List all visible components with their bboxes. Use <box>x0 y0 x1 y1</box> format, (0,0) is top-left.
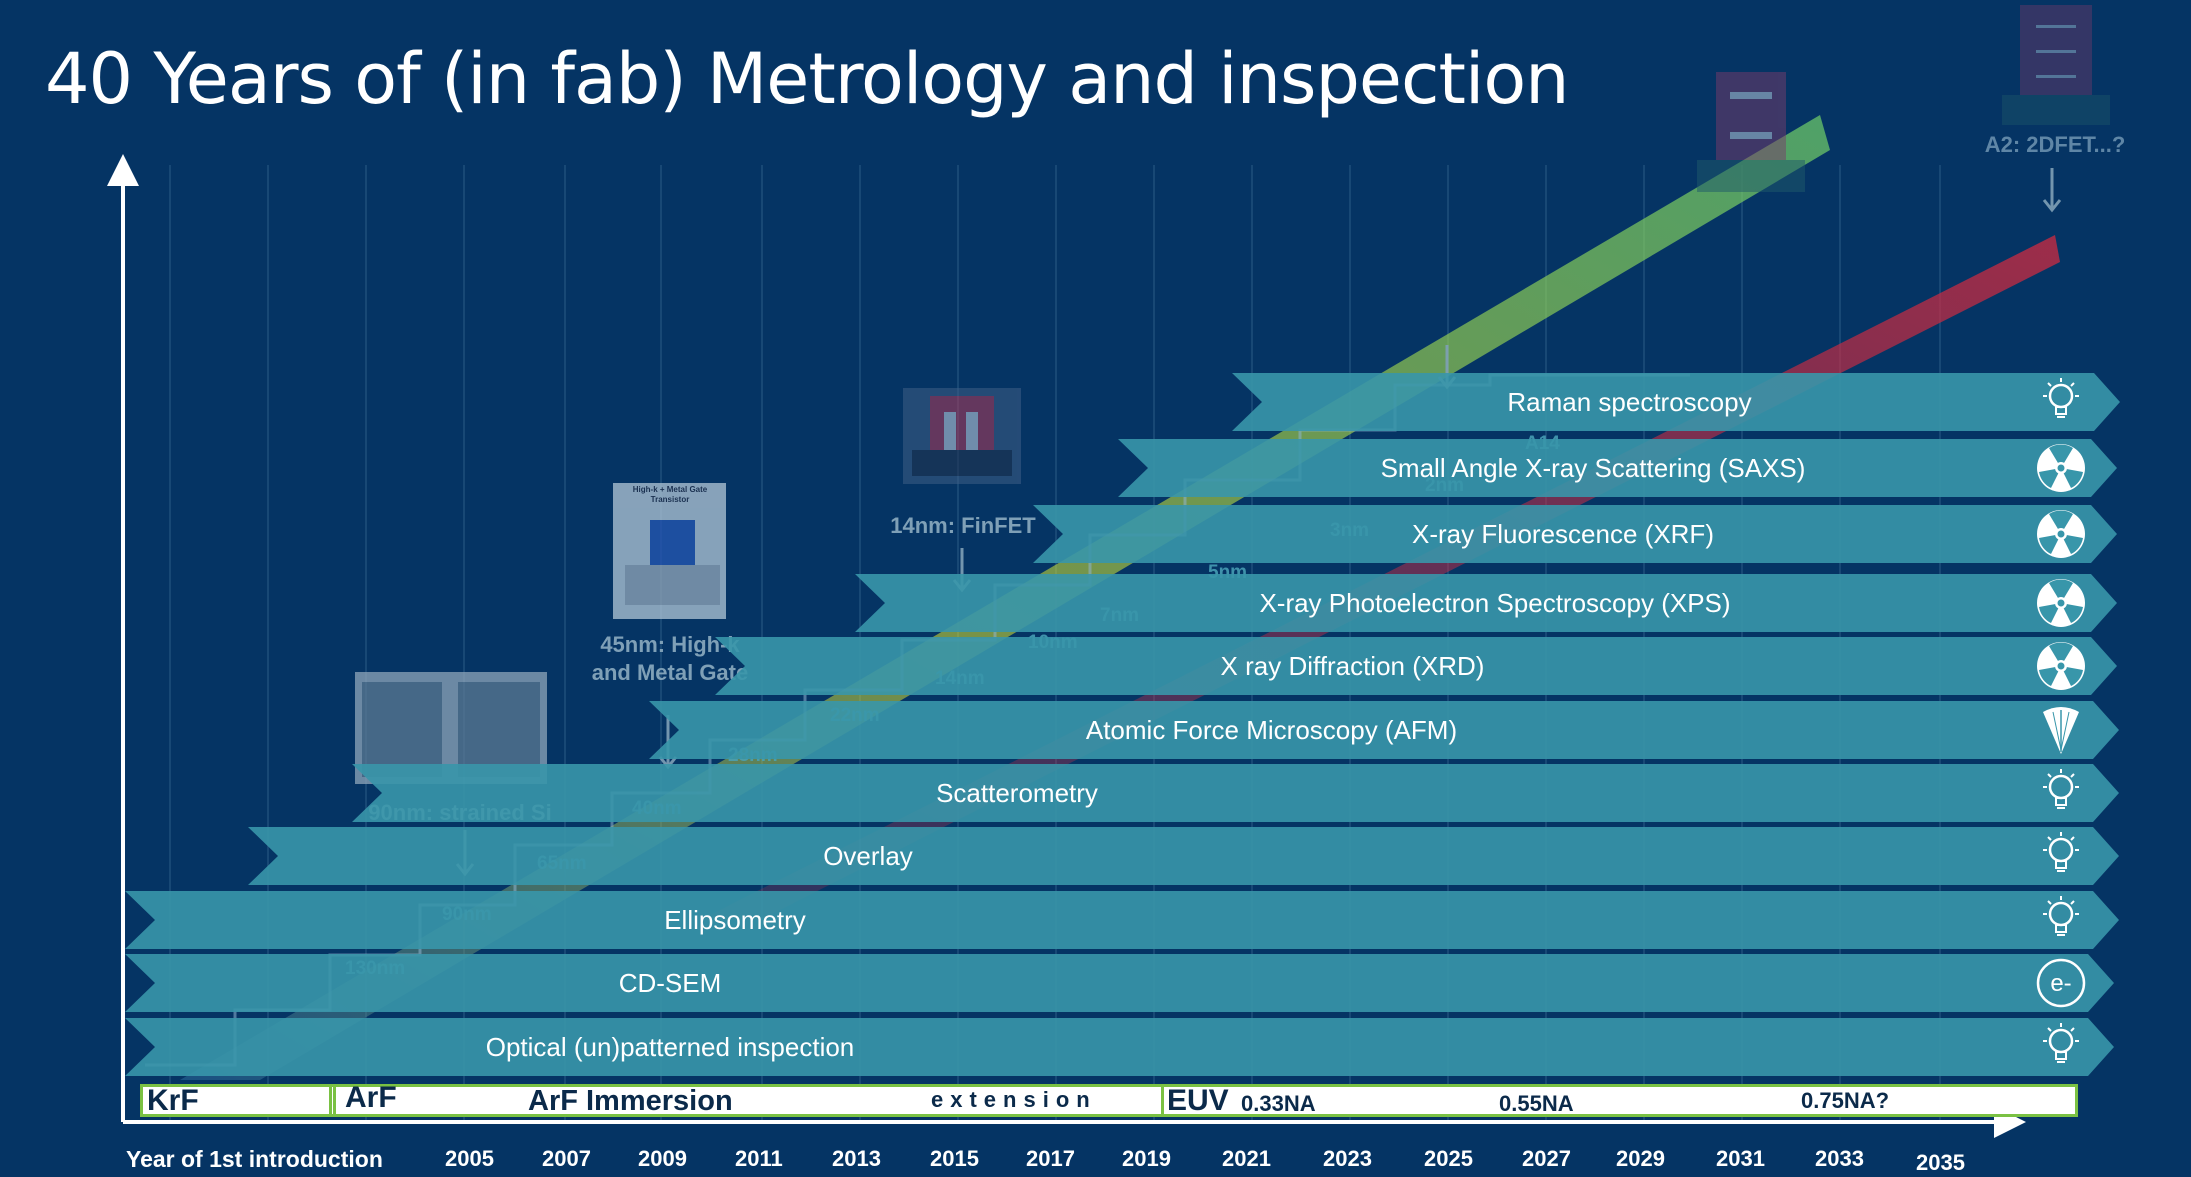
radiation-icon <box>2037 444 2085 492</box>
radiation-icon <box>2037 510 2085 558</box>
litho-separator <box>333 1087 336 1114</box>
technique-bar-cd-sem: CD-SEM e- <box>125 954 2114 1012</box>
lithography-band: KrF ArF ArF Immersion extension EUV 0.33… <box>140 1081 2078 1117</box>
year-tick: 2023 <box>1323 1146 1372 1171</box>
future-device-image-1 <box>1697 72 1805 192</box>
bar-label: CD-SEM <box>618 968 722 998</box>
year-tick: 2015 <box>930 1146 979 1171</box>
year-tick: 2031 <box>1716 1146 1765 1171</box>
bar-shape <box>715 637 2117 695</box>
technique-bar-xrd: X ray Diffraction (XRD) <box>715 637 2117 695</box>
afm-tip-icon <box>2043 707 2079 754</box>
year-tick: 2007 <box>542 1146 591 1171</box>
bar-label: Overlay <box>823 841 913 871</box>
bar-label: Raman spectroscopy <box>1507 387 1752 417</box>
tech-label-hkmg-line1: 45nm: High-k <box>600 632 740 657</box>
bar-shape <box>125 1018 2114 1076</box>
litho-euv: EUV <box>1167 1084 1229 1117</box>
year-tick: 2005 <box>445 1146 494 1171</box>
technique-bar-overlay: Overlay <box>248 827 2119 885</box>
bar-label: Small Angle X-ray Scattering (SAXS) <box>1380 453 1806 483</box>
technique-bar-scatterometry: Scatterometry <box>352 764 2119 822</box>
litho-arf-immersion: ArF Immersion <box>528 1085 733 1117</box>
technique-bar-saxs: Small Angle X-ray Scattering (SAXS) <box>1118 439 2117 497</box>
year-tick: 2025 <box>1424 1146 1473 1171</box>
bar-shape <box>125 954 2114 1012</box>
tech-label-hkmg-line2: and Metal Gate <box>591 660 749 685</box>
litho-separator <box>1161 1087 1164 1114</box>
page-title: 40 Years of (in fab) Metrology and inspe… <box>45 38 1570 120</box>
lightbulb-icon <box>2043 378 2079 418</box>
technique-bar-afm: Atomic Force Microscopy (AFM) <box>649 701 2119 759</box>
bar-shape <box>1118 439 2117 497</box>
technique-bar-xps: X-ray Photoelectron Spectroscopy (XPS) <box>855 574 2117 632</box>
year-tick: 2033 <box>1815 1146 1864 1171</box>
bar-shape <box>125 891 2119 949</box>
bar-shape <box>1232 373 2120 431</box>
technique-bar-ellipsometry: Ellipsometry <box>125 891 2119 949</box>
electron-icon-text: e- <box>2050 970 2071 997</box>
bar-shape <box>855 574 2117 632</box>
bar-shape <box>352 764 2119 822</box>
lightbulb-icon <box>2043 896 2079 936</box>
litho-separator <box>329 1087 332 1114</box>
year-tick: 2009 <box>638 1146 687 1171</box>
tech-label-finfet: 14nm: FinFET <box>890 513 1036 538</box>
hkmg-image-caption: High-k + Metal Gate Transistor <box>632 485 708 504</box>
bar-label: Atomic Force Microscopy (AFM) <box>1085 715 1458 745</box>
bar-shape <box>1033 505 2117 563</box>
radiation-icon <box>2037 642 2085 690</box>
lightbulb-icon <box>2043 769 2079 809</box>
lightbulb-icon <box>2043 832 2079 872</box>
future-device-image-2 <box>2002 5 2110 125</box>
bar-label: Ellipsometry <box>664 905 806 935</box>
finfet-image <box>903 388 1021 484</box>
year-tick: 2017 <box>1026 1146 1075 1171</box>
litho-na-033: 0.33NA <box>1241 1091 1316 1116</box>
bar-label: Optical (un)patterned inspection <box>485 1032 855 1062</box>
year-tick: 2027 <box>1522 1146 1571 1171</box>
radiation-icon <box>2037 579 2085 627</box>
bar-label: X-ray Photoelectron Spectroscopy (XPS) <box>1259 588 1731 618</box>
bar-label: X-ray Fluorescence (XRF) <box>1412 519 1714 549</box>
year-tick: 2013 <box>832 1146 881 1171</box>
electron-icon: e- <box>2036 958 2086 1008</box>
technique-bar-xrf: X-ray Fluorescence (XRF) <box>1033 505 2117 563</box>
bar-label: Scatterometry <box>936 778 1098 808</box>
year-tick: 2019 <box>1122 1146 1171 1171</box>
litho-extension: extension <box>931 1087 1097 1112</box>
litho-na-055: 0.55NA <box>1499 1091 1574 1116</box>
litho-na-075: 0.75NA? <box>1801 1088 1890 1113</box>
year-tick: 2021 <box>1222 1146 1271 1171</box>
year-tick: 2029 <box>1616 1146 1665 1171</box>
hkmg-image <box>613 483 726 619</box>
year-tick: 2035 <box>1916 1150 1965 1175</box>
bar-shape <box>248 827 2119 885</box>
x-axis-label: Year of 1st introduction <box>126 1146 383 1172</box>
lightbulb-icon <box>2043 1023 2079 1063</box>
bar-shape <box>649 701 2119 759</box>
technique-bar-optical-inspection: Optical (un)patterned inspection <box>125 1018 2114 1076</box>
tech-label-a2: A2: 2DFET...? <box>1984 132 2126 157</box>
year-tick: 2011 <box>735 1146 783 1171</box>
technique-bar-raman: Raman spectroscopy <box>1232 373 2120 431</box>
litho-arf: ArF <box>345 1081 397 1114</box>
bar-label: X ray Diffraction (XRD) <box>1220 651 1485 681</box>
litho-krf: KrF <box>147 1084 199 1117</box>
